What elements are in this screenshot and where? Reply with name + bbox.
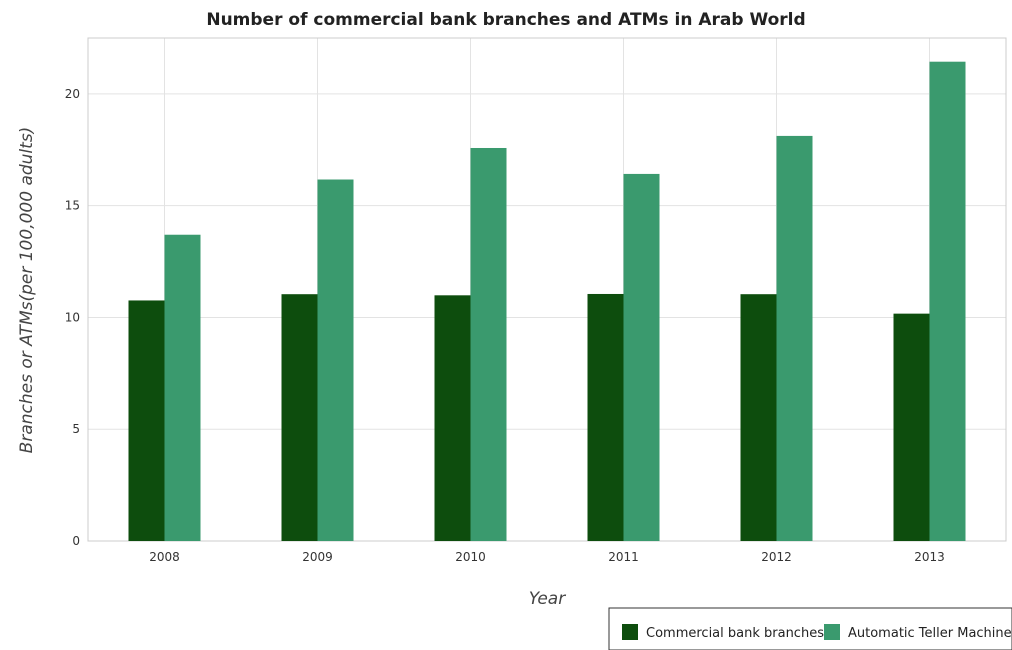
bars bbox=[128, 61, 966, 542]
x-tick-label: 2012 bbox=[761, 550, 792, 564]
grid-lines bbox=[88, 38, 1006, 542]
bar-atms-2011 bbox=[623, 173, 660, 541]
bar-atms-2013 bbox=[929, 61, 966, 541]
legend-swatch-branches bbox=[622, 624, 638, 640]
y-tick-label: 5 bbox=[72, 422, 80, 436]
y-tick-labels: 0 5 10 15 20 bbox=[65, 87, 80, 548]
bar-branches-2009 bbox=[281, 294, 318, 541]
legend: Commercial bank branches Automatic Telle… bbox=[608, 607, 1012, 650]
chart-title: Number of commercial bank branches and A… bbox=[206, 10, 805, 30]
legend-label-branches: Commercial bank branches bbox=[646, 626, 824, 641]
y-tick-label: 0 bbox=[72, 534, 80, 548]
y-axis-label: Branches or ATMs(per 100,000 adults) bbox=[17, 127, 37, 454]
x-tick-label: 2013 bbox=[914, 550, 945, 564]
x-tick-label: 2009 bbox=[302, 550, 333, 564]
bar-branches-2010 bbox=[434, 295, 471, 541]
bar-atms-2012 bbox=[776, 135, 813, 541]
bar-atms-2010 bbox=[470, 147, 507, 542]
bar-branches-2013 bbox=[893, 313, 930, 541]
bar-atms-2008 bbox=[164, 234, 201, 541]
x-tick-labels: 2008 2009 2010 2011 2012 2013 bbox=[149, 550, 945, 564]
plot-area-border bbox=[87, 37, 1007, 542]
legend-box bbox=[608, 607, 1012, 650]
x-tick-label: 2008 bbox=[149, 550, 180, 564]
legend-label-atms: Automatic Teller Machines bbox=[848, 626, 1012, 641]
y-tick-label: 10 bbox=[65, 310, 80, 324]
x-tick-label: 2011 bbox=[608, 550, 639, 564]
x-tick-label: 2010 bbox=[455, 550, 486, 564]
bar-atms-2009 bbox=[317, 179, 354, 541]
x-axis-label: Year bbox=[529, 589, 566, 609]
legend-swatch-atms bbox=[824, 624, 840, 640]
y-tick-label: 15 bbox=[65, 199, 80, 213]
bar-branches-2012 bbox=[740, 294, 777, 541]
bar-branches-2011 bbox=[587, 293, 624, 541]
bar-branches-2008 bbox=[128, 300, 165, 541]
y-tick-label: 20 bbox=[65, 87, 80, 101]
